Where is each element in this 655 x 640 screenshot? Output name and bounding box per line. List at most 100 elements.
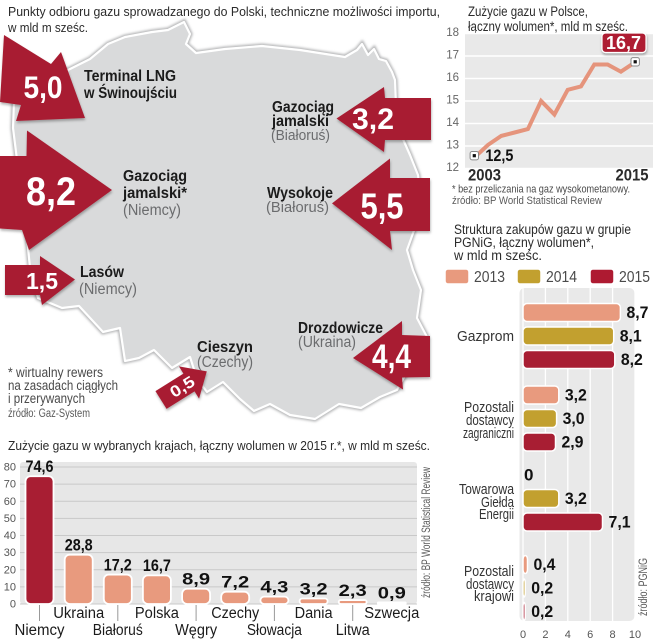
svg-text:Lasów: Lasów bbox=[80, 264, 125, 281]
svg-text:2014: 2014 bbox=[546, 269, 577, 286]
svg-text:jamalski*: jamalski* bbox=[122, 185, 188, 202]
svg-text:Gazociąg: Gazociąg bbox=[123, 168, 187, 185]
svg-text:8,1: 8,1 bbox=[620, 327, 642, 346]
svg-text:Gazociąg: Gazociąg bbox=[272, 99, 334, 116]
svg-text:Czechy: Czechy bbox=[211, 605, 259, 622]
svg-text:2003: 2003 bbox=[468, 166, 501, 185]
svg-text:Struktura zakupów gazu w grupi: Struktura zakupów gazu w grupie bbox=[454, 222, 631, 237]
svg-text:1,5: 1,5 bbox=[26, 268, 58, 294]
svg-text:40: 40 bbox=[4, 530, 16, 542]
svg-text:Dania: Dania bbox=[295, 605, 333, 622]
svg-text:(Białoruś): (Białoruś) bbox=[266, 199, 329, 216]
svg-text:(Ukraina): (Ukraina) bbox=[298, 334, 356, 351]
svg-text:* bez przeliczania na gaz wyso: * bez przeliczania na gaz wysokometanowy… bbox=[452, 184, 630, 196]
svg-text:0,2: 0,2 bbox=[531, 579, 553, 598]
svg-text:zagraniczni: zagraniczni bbox=[463, 425, 514, 442]
svg-text:70: 70 bbox=[4, 479, 16, 491]
svg-text:50: 50 bbox=[4, 513, 16, 525]
svg-text:Punkty odbioru gazu sprowadzan: Punkty odbioru gazu sprowadzanego do Pol… bbox=[8, 5, 440, 19]
svg-text:7,1: 7,1 bbox=[609, 513, 631, 532]
svg-text:w mld m sześc.: w mld m sześc. bbox=[7, 21, 88, 35]
svg-text:Drozdowicze: Drozdowicze bbox=[298, 320, 383, 337]
svg-text:Pozostali: Pozostali bbox=[464, 399, 514, 416]
svg-text:(Niemcy): (Niemcy) bbox=[79, 281, 137, 298]
svg-text:* wirtualny rewers: * wirtualny rewers bbox=[8, 365, 103, 380]
svg-text:14: 14 bbox=[446, 117, 459, 129]
svg-text:0,9: 0,9 bbox=[378, 583, 406, 602]
svg-text:4,3: 4,3 bbox=[260, 577, 288, 596]
svg-text:w mld m sześc.: w mld m sześc. bbox=[453, 248, 542, 263]
svg-text:2: 2 bbox=[542, 629, 548, 640]
svg-text:2015: 2015 bbox=[616, 166, 649, 185]
svg-text:10: 10 bbox=[629, 629, 641, 640]
svg-text:Towarowa: Towarowa bbox=[459, 481, 515, 498]
svg-text:5,5: 5,5 bbox=[361, 186, 404, 227]
svg-text:Polska: Polska bbox=[135, 605, 179, 622]
svg-text:i przerywanych: i przerywanych bbox=[8, 391, 85, 406]
svg-text:17: 17 bbox=[446, 50, 459, 62]
svg-text:30: 30 bbox=[4, 547, 16, 559]
svg-text:źródło: BP World Statistical R: źródło: BP World Statistical Review bbox=[452, 195, 602, 207]
svg-text:Niemcy: Niemcy bbox=[15, 622, 65, 639]
svg-text:3,2: 3,2 bbox=[565, 489, 587, 508]
svg-text:Zużycie gazu w Polsce,: Zużycie gazu w Polsce, bbox=[468, 4, 588, 19]
svg-text:16: 16 bbox=[446, 72, 459, 84]
svg-text:10: 10 bbox=[4, 581, 16, 593]
svg-text:8,2: 8,2 bbox=[621, 350, 643, 369]
svg-text:Pozostali: Pozostali bbox=[464, 563, 514, 580]
svg-text:16,7: 16,7 bbox=[143, 556, 171, 575]
svg-text:6: 6 bbox=[587, 629, 593, 640]
svg-text:12,5: 12,5 bbox=[485, 147, 513, 165]
svg-text:źródło: Gaz-System: źródło: Gaz-System bbox=[8, 408, 90, 420]
svg-text:Wysokoje: Wysokoje bbox=[267, 185, 333, 202]
svg-text:0: 0 bbox=[524, 466, 533, 485]
svg-text:2,9: 2,9 bbox=[561, 433, 583, 452]
svg-text:Energii: Energii bbox=[479, 506, 514, 523]
svg-text:(Czechy): (Czechy) bbox=[197, 354, 253, 371]
svg-text:8,2: 8,2 bbox=[26, 170, 76, 214]
svg-text:Zużycie gazu w wybranych kraja: Zużycie gazu w wybranych krajach, łączny… bbox=[8, 438, 430, 453]
svg-text:7,2: 7,2 bbox=[221, 573, 249, 592]
svg-text:(Niemcy): (Niemcy) bbox=[123, 202, 181, 219]
svg-text:źródło: PGNiG: źródło: PGNiG bbox=[638, 558, 650, 616]
svg-text:28,8: 28,8 bbox=[65, 536, 93, 555]
svg-text:3,2: 3,2 bbox=[352, 103, 394, 136]
svg-text:na zasadach ciągłych: na zasadach ciągłych bbox=[8, 378, 118, 393]
svg-text:krajowi: krajowi bbox=[474, 588, 514, 605]
svg-text:3,2: 3,2 bbox=[300, 579, 328, 598]
svg-text:dostawcy: dostawcy bbox=[466, 412, 514, 429]
svg-text:0: 0 bbox=[10, 599, 16, 611]
svg-text:łączny wolumen*, mld m sześc.: łączny wolumen*, mld m sześc. bbox=[468, 19, 628, 34]
svg-text:Gazprom: Gazprom bbox=[457, 328, 514, 345]
svg-text:74,6: 74,6 bbox=[26, 457, 54, 476]
svg-text:Słowacja: Słowacja bbox=[247, 622, 302, 639]
svg-text:2015: 2015 bbox=[619, 269, 650, 286]
svg-text:0: 0 bbox=[520, 629, 526, 640]
svg-text:Szwecja: Szwecja bbox=[364, 605, 419, 622]
svg-text:dostawcy: dostawcy bbox=[466, 576, 514, 593]
svg-text:18: 18 bbox=[446, 27, 459, 39]
svg-text:15: 15 bbox=[446, 95, 459, 107]
svg-text:4: 4 bbox=[565, 629, 571, 640]
svg-text:8,9: 8,9 bbox=[182, 570, 210, 589]
svg-text:16,7: 16,7 bbox=[606, 33, 641, 53]
svg-text:(Białoruś): (Białoruś) bbox=[271, 127, 330, 144]
svg-text:3,0: 3,0 bbox=[563, 409, 585, 428]
svg-text:5,0: 5,0 bbox=[24, 69, 63, 105]
svg-text:8: 8 bbox=[610, 629, 616, 640]
svg-text:w Świnoujściu: w Świnoujściu bbox=[83, 84, 177, 102]
svg-text:8,7: 8,7 bbox=[626, 303, 648, 322]
svg-text:PGNiG, łączny wolumen*,: PGNiG, łączny wolumen*, bbox=[454, 235, 594, 250]
svg-text:2013: 2013 bbox=[474, 269, 505, 286]
svg-text:13: 13 bbox=[446, 140, 459, 152]
svg-text:Białoruś: Białoruś bbox=[93, 622, 143, 639]
svg-text:Węgry: Węgry bbox=[175, 622, 217, 639]
svg-text:Cieszyn: Cieszyn bbox=[197, 339, 253, 356]
svg-text:Ukraina: Ukraina bbox=[53, 605, 104, 622]
svg-text:0,2: 0,2 bbox=[531, 602, 553, 621]
svg-text:17,2: 17,2 bbox=[104, 555, 132, 574]
svg-text:Terminal LNG: Terminal LNG bbox=[84, 68, 176, 85]
svg-text:20: 20 bbox=[4, 564, 16, 576]
svg-text:2,3: 2,3 bbox=[339, 581, 367, 600]
svg-text:3,2: 3,2 bbox=[565, 386, 587, 405]
